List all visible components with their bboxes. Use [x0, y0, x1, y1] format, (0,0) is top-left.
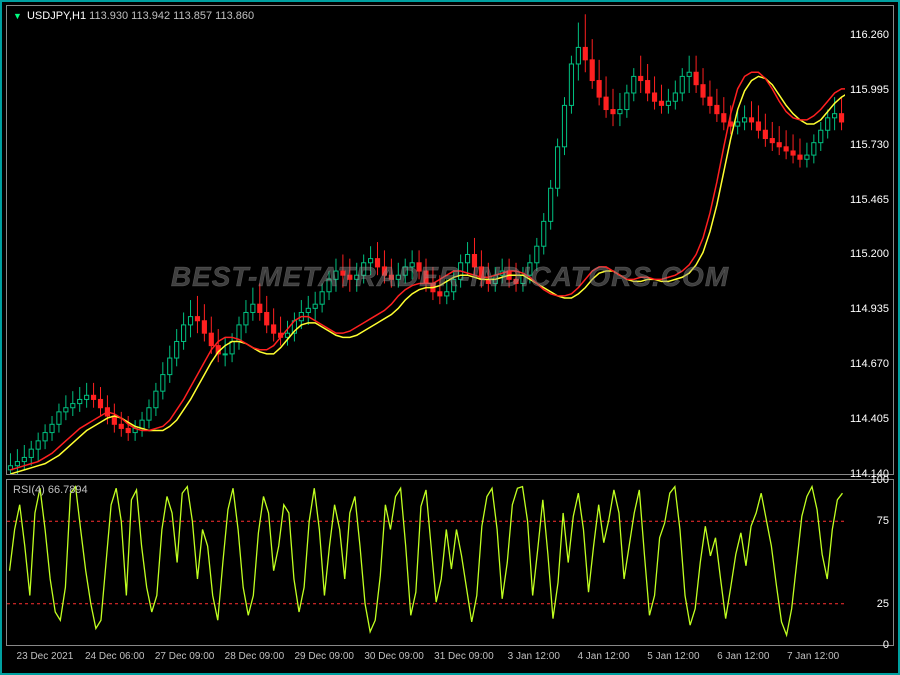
- time-axis: 23 Dec 2021 24 Dec 06:00 27 Dec 09:00 28 De…: [6, 647, 894, 671]
- rsi-ytick: 100: [871, 474, 889, 486]
- time-axis-label: 7 Jan 12:00: [787, 651, 839, 662]
- chart-marker-icon: ▼: [13, 11, 22, 21]
- time-axis-label: 28 Dec 09:00: [225, 651, 285, 662]
- chart-title: ▼ USDJPY,H1 113.930 113.942 113.857 113.…: [13, 10, 254, 22]
- chart-container: ▼ USDJPY,H1 113.930 113.942 113.857 113.…: [0, 0, 900, 675]
- time-axis-label: 24 Dec 06:00: [85, 651, 145, 662]
- price-ytick: 115.465: [850, 194, 889, 206]
- price-chart-panel[interactable]: ▼ USDJPY,H1 113.930 113.942 113.857 113.…: [6, 5, 894, 475]
- rsi-ytick: 25: [877, 598, 889, 610]
- time-axis-label: 27 Dec 09:00: [155, 651, 215, 662]
- price-ytick: 115.995: [850, 84, 889, 96]
- price-ytick: 114.670: [850, 358, 889, 370]
- rsi-title: RSI(4) 66.7894: [13, 484, 88, 496]
- time-axis-label: 29 Dec 09:00: [295, 651, 355, 662]
- rsi-chart-svg: [7, 480, 845, 645]
- time-axis-label: 31 Dec 09:00: [434, 651, 494, 662]
- time-axis-label: 6 Jan 12:00: [717, 651, 769, 662]
- time-axis-label: 3 Jan 12:00: [508, 651, 560, 662]
- price-ytick: 114.405: [850, 413, 889, 425]
- price-ytick: 115.730: [850, 139, 889, 151]
- price-ytick: 116.260: [850, 29, 889, 41]
- time-axis-label: 5 Jan 12:00: [647, 651, 699, 662]
- chart-symbol: USDJPY,H1: [27, 10, 86, 22]
- rsi-panel[interactable]: RSI(4) 66.7894 02575100: [6, 479, 894, 646]
- price-chart-svg: [7, 6, 845, 474]
- price-ytick: 114.935: [850, 303, 889, 315]
- rsi-ytick: 75: [877, 515, 889, 527]
- price-ytick: 115.200: [850, 248, 889, 260]
- time-axis-label: 4 Jan 12:00: [577, 651, 629, 662]
- chart-ohlc: 113.930 113.942 113.857 113.860: [89, 10, 254, 22]
- time-axis-label: 23 Dec 2021: [17, 651, 74, 662]
- time-axis-label: 30 Dec 09:00: [364, 651, 424, 662]
